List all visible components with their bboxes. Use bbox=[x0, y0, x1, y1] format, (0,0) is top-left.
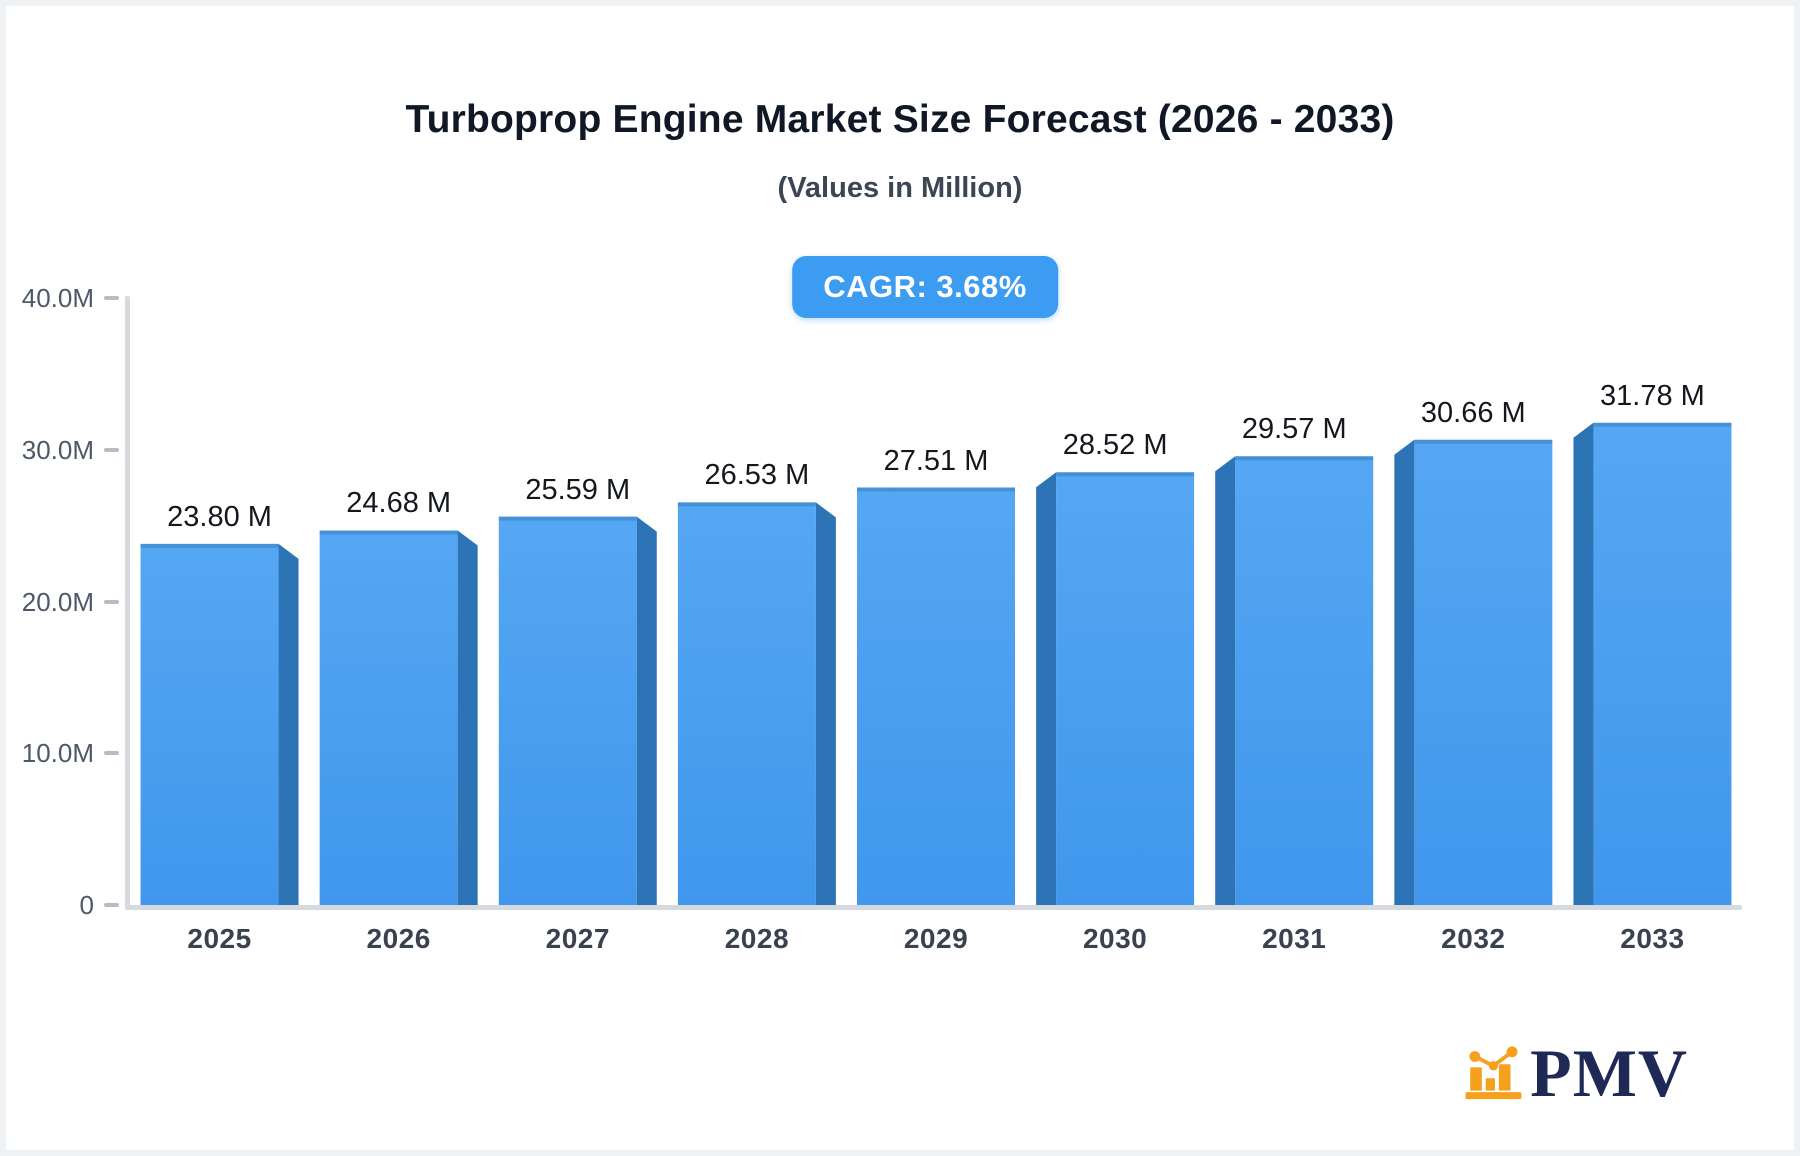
bar-chart-logo-icon bbox=[1465, 1046, 1522, 1100]
x-tick-label: 2026 bbox=[366, 923, 431, 954]
y-tick-mark bbox=[104, 447, 119, 452]
x-tick-label: 2031 bbox=[1262, 923, 1327, 954]
y-tick-label: 30.0M bbox=[21, 434, 94, 465]
bar-2031[interactable] bbox=[1215, 456, 1374, 905]
bar-value-label: 23.80 M bbox=[167, 500, 272, 533]
bar-2030[interactable] bbox=[1036, 472, 1195, 905]
pmv-logo-text: PMV bbox=[1530, 1034, 1688, 1111]
chart-card: Turboprop Engine Market Size Forecast (2… bbox=[6, 6, 1794, 1150]
bar-2032[interactable] bbox=[1394, 439, 1553, 905]
bars-layer bbox=[140, 422, 1732, 905]
bar-value-label: 31.78 M bbox=[1600, 379, 1705, 412]
x-tick-label: 2028 bbox=[724, 923, 790, 954]
bar-value-label: 28.52 M bbox=[1062, 429, 1168, 462]
y-tick-label: 20.0M bbox=[21, 586, 94, 617]
bar-value-label: 27.51 M bbox=[883, 444, 989, 477]
chart-title: Turboprop Engine Market Size Forecast (2… bbox=[405, 98, 1395, 141]
bar-value-label: 30.66 M bbox=[1420, 396, 1526, 429]
bar-2033[interactable] bbox=[1573, 422, 1732, 905]
bar-2029[interactable] bbox=[857, 487, 1015, 905]
bar-2025[interactable] bbox=[140, 543, 299, 905]
y-tick-mark bbox=[104, 903, 119, 907]
pmv-logo: PMV bbox=[1464, 1034, 1688, 1111]
y-tick-label: 0 bbox=[79, 890, 94, 920]
x-tick-label: 2029 bbox=[903, 923, 969, 954]
bar-2027[interactable] bbox=[498, 516, 657, 905]
bar-2026[interactable] bbox=[319, 530, 478, 905]
y-axis-line bbox=[125, 296, 130, 907]
bar-value-label: 26.53 M bbox=[704, 459, 810, 492]
y-tick-mark bbox=[104, 599, 119, 604]
x-tick-label: 2032 bbox=[1441, 923, 1506, 954]
bar-2028[interactable] bbox=[677, 502, 836, 905]
bar-value-label: 29.57 M bbox=[1241, 413, 1347, 446]
y-tick-label: 10.0M bbox=[21, 738, 94, 769]
x-axis-line bbox=[125, 905, 1742, 910]
cagr-badge: CAGR: 3.68% bbox=[792, 256, 1058, 318]
x-tick-label: 2030 bbox=[1082, 923, 1148, 954]
x-tick-label: 2027 bbox=[545, 923, 610, 954]
y-tick-label: 40.0M bbox=[21, 283, 94, 313]
y-tick-mark bbox=[104, 296, 119, 300]
x-tick-label: 2033 bbox=[1620, 923, 1685, 954]
bar-value-label: 25.59 M bbox=[525, 473, 631, 506]
bar-value-label: 24.68 M bbox=[346, 487, 452, 520]
x-tick-label: 2025 bbox=[187, 923, 252, 954]
chart-plot: 0 10.0M 20.0M 30.0M 40.0M 23.80 M 2025 24.68 M 2… bbox=[22, 283, 1742, 954]
y-tick-mark bbox=[104, 751, 119, 756]
chart-subtitle: (Values in Million) bbox=[777, 172, 1023, 204]
